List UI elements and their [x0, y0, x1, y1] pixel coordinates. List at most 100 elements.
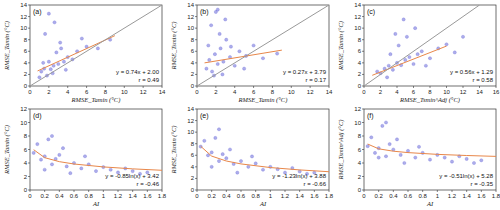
point — [412, 62, 415, 65]
y-tick-label: 10 — [354, 25, 361, 31]
y-tick — [28, 51, 30, 52]
point — [276, 52, 279, 55]
y-tick-label: 8 — [191, 37, 195, 43]
y-tick-label: 10 — [20, 25, 27, 31]
y-tick-label: 6 — [191, 48, 195, 54]
point — [94, 170, 97, 173]
y-tick-label: 12 — [20, 106, 27, 112]
y-tick — [28, 5, 30, 6]
y-tick-label: 8 — [358, 133, 362, 139]
x-tick — [272, 86, 273, 88]
point — [213, 53, 216, 56]
panel: 0246810121402468101214RMSE_Tamin (°C)RMS… — [170, 2, 333, 104]
point — [39, 158, 42, 161]
point — [47, 60, 50, 63]
point — [69, 172, 72, 175]
x-tick-label: 0 — [362, 193, 366, 199]
point — [217, 159, 220, 162]
point — [216, 62, 219, 65]
y-tick — [362, 190, 364, 191]
point — [261, 57, 264, 60]
y-tick-label: 6 — [24, 48, 28, 54]
x-tick-label: 1 — [436, 193, 440, 199]
y-tick — [362, 51, 364, 52]
annotation: y = -1.23ln(x) + 3.88 — [272, 173, 326, 179]
y-tick-label: 2 — [358, 71, 362, 77]
point — [420, 50, 423, 53]
y-tick-label: 10 — [20, 120, 27, 126]
y-tick — [195, 28, 197, 29]
panel: 00.20.40.60.811.21.41.61.8024681012AIRMS… — [337, 106, 500, 207]
y-tick-label: 6 — [191, 152, 195, 158]
y-tick-label: 8 — [358, 37, 362, 43]
x-tick-label: 1.2 — [114, 193, 123, 199]
x-tick-label: 6 — [412, 89, 416, 95]
panel-title: (b) — [200, 8, 209, 16]
x-tick-label: 0.4 — [55, 193, 64, 199]
x-tick-label: 4 — [395, 89, 399, 95]
x-tick-label: 14 — [476, 89, 483, 95]
point — [428, 57, 431, 60]
x-tick-label: 0 — [195, 193, 199, 199]
x-tick-label: 16 — [493, 89, 500, 95]
x-tick-label: 0.6 — [404, 193, 413, 199]
point — [210, 165, 213, 168]
y-tick — [362, 39, 364, 40]
point — [65, 165, 68, 168]
y-axis-label: RMSE_Tamin (°C) — [3, 21, 11, 71]
point — [424, 64, 427, 67]
x-tick — [329, 190, 330, 192]
point — [40, 70, 43, 73]
x-tick-label: 1.4 — [462, 193, 471, 199]
point — [395, 138, 398, 141]
y-tick — [362, 86, 364, 87]
x-tick-label: 1 — [102, 193, 106, 199]
panel-title: (c) — [367, 8, 375, 16]
point — [53, 21, 56, 24]
point — [203, 139, 206, 142]
x-tick — [118, 190, 119, 192]
point — [254, 162, 257, 165]
x-tick-label: 1.2 — [281, 193, 290, 199]
x-tick-label: 4 — [233, 89, 237, 95]
point — [96, 47, 99, 50]
x-tick — [270, 190, 271, 192]
x-tick-label: 0 — [28, 89, 32, 95]
x-tick-label: 0.6 — [70, 193, 79, 199]
plot-frame — [30, 109, 162, 190]
point — [414, 27, 417, 30]
point — [210, 70, 213, 73]
y-tick — [362, 5, 364, 6]
plot-frame — [30, 5, 162, 86]
point — [219, 47, 222, 50]
point — [238, 50, 241, 53]
point — [225, 157, 228, 160]
point — [60, 47, 63, 50]
x-tick — [291, 86, 292, 88]
point — [405, 35, 408, 38]
y-tick — [28, 28, 30, 29]
x-tick-label: 0.8 — [418, 193, 427, 199]
annotation: r = -0.35 — [470, 181, 493, 187]
point — [370, 136, 373, 139]
point — [80, 37, 83, 40]
y-tick-label: 0 — [358, 83, 362, 89]
y-tick — [195, 51, 197, 52]
x-tick — [255, 190, 256, 192]
panel-title: (e) — [200, 112, 209, 120]
x-tick-label: 0.8 — [251, 193, 260, 199]
x-tick-label: 14 — [159, 89, 166, 95]
x-tick-label: 1.6 — [477, 193, 486, 199]
point — [58, 153, 61, 156]
x-tick — [314, 190, 315, 192]
panel-title: (d) — [33, 112, 42, 120]
x-tick-label: 0.4 — [222, 193, 231, 199]
point — [453, 51, 456, 54]
point — [80, 167, 83, 170]
y-tick-label: 12 — [187, 118, 194, 124]
x-tick-label: 12 — [140, 89, 147, 95]
point — [404, 58, 407, 61]
y-tick-label: 8 — [24, 133, 28, 139]
y-tick — [28, 86, 30, 87]
x-tick — [452, 190, 453, 192]
